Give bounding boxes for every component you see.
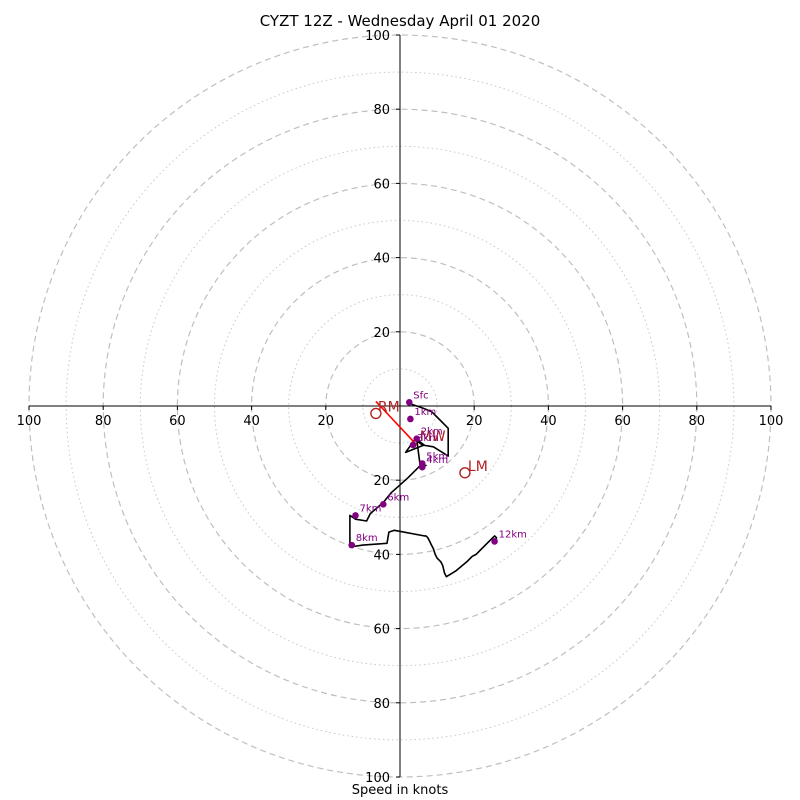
y-tick-label: 20 [373,326,390,341]
height-marker [348,541,356,549]
x-tick-label: 80 [95,414,112,429]
storm-motion-mw-label: MW [420,429,446,445]
x-axis-label: Speed in knots [351,783,449,798]
y-tick-label: 100 [365,29,390,44]
x-tick-label: 60 [614,414,631,429]
y-tick-label: 40 [373,548,390,563]
x-tick-label: 100 [759,414,784,429]
height-marker-label: 8km [356,533,378,544]
height-marker-label: 2km [421,427,443,438]
y-tick-label: 80 [373,103,390,118]
storm-motion-rm-marker [370,407,382,420]
height-marker-label: 1km [414,407,436,418]
height-marker [407,415,414,423]
height-marker [418,460,426,467]
height-marker-label: 12km [499,529,527,540]
height-marker-label: 3km [417,433,439,444]
y-tick-label: 80 [373,697,390,712]
x-tick-label: 20 [466,414,483,429]
y-tick-label: 100 [365,771,390,786]
chart-title: CYZT 12Z - Wednesday April 01 2020 [259,12,541,30]
x-tick-label: 80 [689,414,706,429]
height-marker [352,512,359,519]
hodograph-trace [349,401,498,578]
y-tick-label: 60 [373,177,390,192]
height-marker [380,501,387,508]
height-marker [413,435,420,442]
height-marker-label: 4km [426,455,448,466]
x-tick-label: 100 [17,414,42,429]
x-tick-label: 40 [540,414,557,429]
height-marker-label: 7km [359,503,381,514]
height-marker-label: 5km [426,452,448,463]
height-marker-label: 6km [387,492,409,503]
y-tick-label: 60 [373,623,390,638]
y-tick-label: 20 [373,474,390,489]
x-tick-label: 60 [169,414,186,429]
x-tick-label: 40 [243,414,260,429]
storm-motion-lm-label: LM [468,459,488,475]
height-marker [491,538,498,545]
shear-vector [375,400,418,446]
y-tick-label: 40 [373,252,390,267]
storm-motion-rm-label: RM [378,399,400,415]
storm-motion-lm-marker [459,467,471,479]
x-tick-label: 20 [318,414,335,429]
height-marker [409,441,417,449]
height-marker [405,398,413,406]
height-marker-label: Sfc [413,390,428,401]
